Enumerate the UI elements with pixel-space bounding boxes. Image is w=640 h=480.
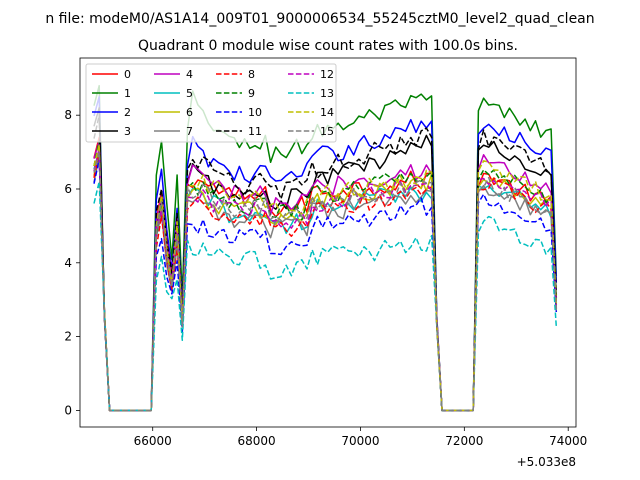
y-tick-label: 4 <box>64 256 72 270</box>
chart-suptitle: n file: modeM0/AS1A14_009T01_9000006534_… <box>45 11 594 27</box>
legend-label-13: 13 <box>320 87 334 100</box>
legend-label-8: 8 <box>248 68 255 81</box>
series-layer <box>93 84 558 412</box>
legend-label-2: 2 <box>124 106 131 119</box>
series-line-11 <box>93 114 558 412</box>
x-tick-label: 70000 <box>341 434 379 448</box>
legend-label-3: 3 <box>124 125 131 138</box>
series-line-15 <box>93 151 558 412</box>
x-tick-label: 72000 <box>445 434 483 448</box>
legend-label-1: 1 <box>124 87 131 100</box>
series-line-14 <box>93 143 558 412</box>
chart-title: Quadrant 0 module wise count rates with … <box>138 38 518 54</box>
legend-label-4: 4 <box>186 68 193 81</box>
series-line-4 <box>93 140 558 412</box>
plot-frame <box>79 57 577 428</box>
x-tick-label: 74000 <box>549 434 587 448</box>
x-tick-label: 66000 <box>134 434 172 448</box>
y-tick-label: 0 <box>64 403 72 417</box>
legend-frame <box>85 63 337 143</box>
y-tick-label: 2 <box>64 330 72 344</box>
legend-label-15: 15 <box>320 125 334 138</box>
x-axis: 66000 68000 70000 72000 74000 <box>134 427 587 448</box>
legend-label-14: 14 <box>320 106 334 119</box>
series-line-13 <box>93 180 558 412</box>
legend-label-11: 11 <box>248 125 262 138</box>
plot-area <box>79 57 577 428</box>
series-line-3 <box>93 107 558 412</box>
x-offset-label: +5.033e8 <box>517 455 576 469</box>
y-axis: 0 2 4 6 8 <box>64 108 80 417</box>
series-line-10 <box>93 158 558 412</box>
y-tick-label: 6 <box>64 182 72 196</box>
legend-label-7: 7 <box>186 125 193 138</box>
legend-label-10: 10 <box>248 106 262 119</box>
legend-label-6: 6 <box>186 106 193 119</box>
series-line-2 <box>93 95 558 412</box>
legend-label-0: 0 <box>124 68 131 81</box>
series-line-8 <box>93 151 558 412</box>
legend-label-5: 5 <box>186 87 193 100</box>
y-tick-label: 8 <box>64 108 72 122</box>
legend-label-9: 9 <box>248 87 255 100</box>
x-tick-label: 68000 <box>237 434 275 448</box>
legend-label-12: 12 <box>320 68 334 81</box>
